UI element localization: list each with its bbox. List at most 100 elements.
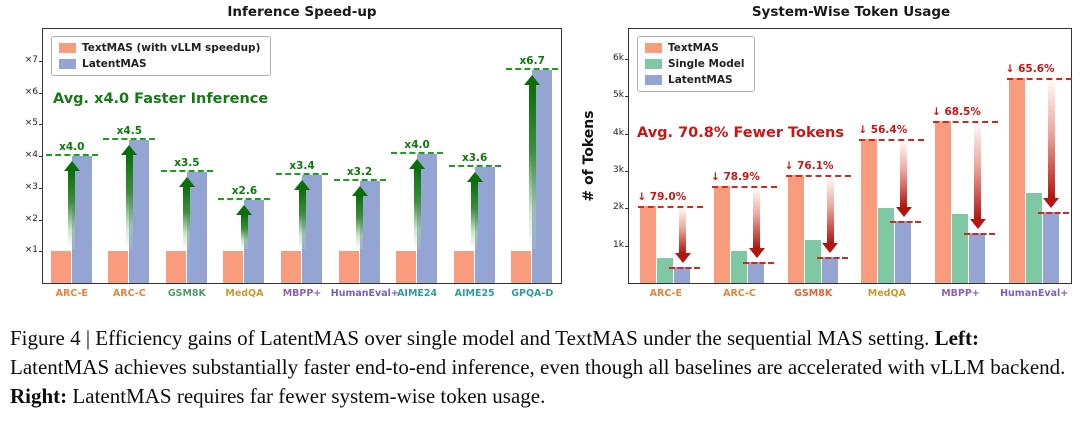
reduction-label-arc-c: ↓ 78.9% xyxy=(711,170,760,183)
speedup-label-aime25: x3.6 xyxy=(448,152,501,168)
up-arrow-body xyxy=(240,215,248,250)
y-tick-mark xyxy=(625,245,629,247)
down-arrow-body xyxy=(679,208,687,253)
legend-item-textmas-with-vllm-speedup: TextMAS (with vLLM speedup) xyxy=(59,42,260,54)
reduction-dash-top-mbpp xyxy=(933,120,998,123)
x-tick-label-aime25: AIME25 xyxy=(454,288,495,299)
x-tick-label-arc-e: ARC-E xyxy=(649,288,682,299)
bar-textmas-arc-c xyxy=(714,185,730,283)
bar-latentmas-arc-e xyxy=(674,266,691,283)
bar-latentmas-aime25 xyxy=(474,167,495,283)
speedup-label-gpqa-d: x6.7 xyxy=(506,55,559,71)
speedup-label-aime24: x4.0 xyxy=(391,139,444,155)
up-arrow-body xyxy=(471,182,479,250)
bar-latentmas-mbpp xyxy=(969,232,985,283)
reduction-dash-top-humaneval xyxy=(1006,77,1072,80)
bar-textmas-with-vllm-speedup-arc-e xyxy=(50,251,71,283)
bar-single-model-gsm8k xyxy=(804,240,821,283)
up-arrow-head-icon xyxy=(351,186,368,197)
y-tick-label: 4k xyxy=(613,127,624,138)
reduction-label-mbpp: ↓ 68.5% xyxy=(932,105,981,118)
legend-swatch xyxy=(59,59,76,69)
legend-item-single-model: Single Model xyxy=(645,58,744,70)
y-tick-mark xyxy=(625,96,629,98)
up-arrow-body xyxy=(356,196,364,250)
legend-item-latentmas: LatentMAS xyxy=(645,74,744,86)
bar-latentmas-mbpp xyxy=(302,175,322,283)
y-tick-label: ×4 xyxy=(24,150,38,160)
reduction-dash-bottom-arc-c xyxy=(743,262,774,265)
up-arrow-head-icon xyxy=(178,176,195,187)
x-tick-label-medqa: MedQA xyxy=(867,288,906,299)
bar-single-model-arc-c xyxy=(731,251,747,283)
bar-latentmas-gpqa-d xyxy=(532,70,553,283)
reduction-dash-top-medqa xyxy=(859,139,925,142)
speedup-arrow-medqa xyxy=(236,205,253,250)
x-tick-label-humaneval: HumanEval+ xyxy=(330,288,399,299)
x-tick-label-medqa: MedQA xyxy=(225,288,264,299)
bar-textmas-with-vllm-speedup-arc-c xyxy=(108,251,129,283)
down-arrow-body xyxy=(1047,79,1055,199)
down-arrow-head-icon xyxy=(822,242,839,253)
chart-token-usage: System-Wise Token Usage # of Tokens Text… xyxy=(578,4,1076,316)
caption-text-3: LatentMAS requires far fewer system-wise… xyxy=(67,383,546,408)
bar-textmas-with-vllm-speedup-gsm8k xyxy=(165,251,186,283)
reduction-dash-top-arc-e xyxy=(638,206,704,209)
legend-swatch xyxy=(645,75,662,85)
down-arrow-head-icon xyxy=(895,207,912,218)
reduction-dash-bottom-humaneval xyxy=(1037,212,1069,215)
up-arrow-head-icon xyxy=(121,145,138,156)
speedup-label-arc-e: x4.0 xyxy=(45,141,98,156)
y-tick-label: 2k xyxy=(613,202,624,213)
x-tick-label-gsm8k: GSM8K xyxy=(167,288,206,299)
bar-latentmas-aime24 xyxy=(417,154,438,283)
down-arrow-body xyxy=(753,187,760,249)
bar-textmas-with-vllm-speedup-medqa xyxy=(223,251,244,283)
down-arrow-head-icon xyxy=(969,218,986,229)
bar-latentmas-arc-e xyxy=(71,156,92,283)
bar-textmas-mbpp xyxy=(935,120,951,283)
up-arrow-body xyxy=(528,85,536,250)
y-tick-mark xyxy=(39,124,43,126)
y-tick-label: 6k xyxy=(613,52,624,63)
up-arrow-head-icon xyxy=(409,159,426,170)
caption-text-2: LatentMAS achieves substantially faster … xyxy=(10,354,1066,379)
x-tick-label-aime24: AIME24 xyxy=(397,288,438,299)
bar-textmas-arc-e xyxy=(640,206,657,283)
speedup-arrow-arc-c xyxy=(121,145,138,250)
x-tick-label-humaneval: HumanEval+ xyxy=(1000,288,1069,299)
y-tick-mark xyxy=(39,92,43,94)
bar-latentmas-medqa xyxy=(244,200,265,283)
bar-latentmas-humaneval xyxy=(1042,212,1059,283)
speedup-arrow-aime25 xyxy=(466,172,483,250)
bar-latentmas-medqa xyxy=(895,221,912,283)
chart-inference-speedup: Inference Speed-up TextMAS (with vLLM sp… xyxy=(12,4,564,316)
bar-textmas-with-vllm-speedup-aime24 xyxy=(396,251,417,283)
y-tick-label: ×6 xyxy=(24,86,38,97)
x-tick-label-arc-c: ARC-C xyxy=(723,288,756,299)
reduction-dash-bottom-arc-e xyxy=(669,266,701,269)
reduction-arrow-gsm8k xyxy=(822,176,839,253)
reduction-dash-top-arc-c xyxy=(712,185,777,188)
bar-textmas-with-vllm-speedup-aime25 xyxy=(453,251,474,283)
up-arrow-body xyxy=(125,155,133,250)
reduction-dash-bottom-gsm8k xyxy=(816,256,848,259)
y-tick-mark xyxy=(625,58,629,60)
speedup-arrow-humaneval xyxy=(351,186,368,250)
bar-latentmas-humaneval xyxy=(359,181,380,283)
speedup-label-humaneval: x3.2 xyxy=(333,166,386,182)
right-legend: TextMAS Single Model LatentMAS xyxy=(637,36,756,92)
y-tick-label: ×3 xyxy=(24,181,38,192)
legend-label: LatentMAS xyxy=(82,58,147,70)
speedup-arrow-aime24 xyxy=(409,159,426,250)
reduction-dash-bottom-mbpp xyxy=(964,232,995,235)
x-tick-label-arc-c: ARC-C xyxy=(112,288,146,299)
bar-latentmas-arc-c xyxy=(748,262,764,283)
bar-single-model-mbpp xyxy=(952,213,968,283)
legend-swatch xyxy=(59,43,76,53)
bar-single-model-arc-e xyxy=(657,257,674,283)
reduction-label-gsm8k: ↓ 76.1% xyxy=(784,159,834,172)
bar-textmas-humaneval xyxy=(1008,77,1025,283)
bar-single-model-medqa xyxy=(878,208,895,283)
